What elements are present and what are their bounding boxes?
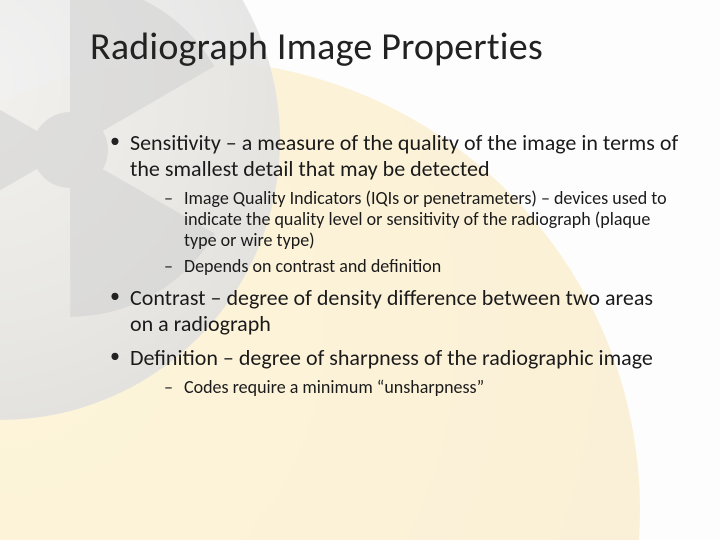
sub-bullet-text: Depends on contrast and definition <box>184 255 441 277</box>
sub-bullet-text: Image Quality Indicators (IQIs or penetr… <box>184 187 667 251</box>
sub-bullet-item: Depends on contrast and definition <box>164 256 680 277</box>
bullet-item: Definition – degree of sharpness of the … <box>110 345 680 398</box>
sub-bullet-text: Codes require a minimum “unsharpness” <box>184 376 484 398</box>
sub-bullet-list: Image Quality Indicators (IQIs or penetr… <box>130 188 680 277</box>
slide-content: Radiograph Image Properties Sensitivity … <box>0 0 720 398</box>
bullet-text: Contrast – degree of density difference … <box>130 284 653 337</box>
bullet-item: Contrast – degree of density difference … <box>110 285 680 337</box>
bullet-text: Sensitivity – a measure of the quality o… <box>130 129 678 182</box>
sub-bullet-item: Image Quality Indicators (IQIs or penetr… <box>164 188 680 252</box>
bullet-list: Sensitivity – a measure of the quality o… <box>40 130 680 398</box>
bullet-item: Sensitivity – a measure of the quality o… <box>110 130 680 277</box>
sub-bullet-item: Codes require a minimum “unsharpness” <box>164 377 680 398</box>
bullet-text: Definition – degree of sharpness of the … <box>130 344 653 371</box>
slide-title: Radiograph Image Properties <box>90 24 680 70</box>
sub-bullet-list: Codes require a minimum “unsharpness” <box>130 377 680 398</box>
